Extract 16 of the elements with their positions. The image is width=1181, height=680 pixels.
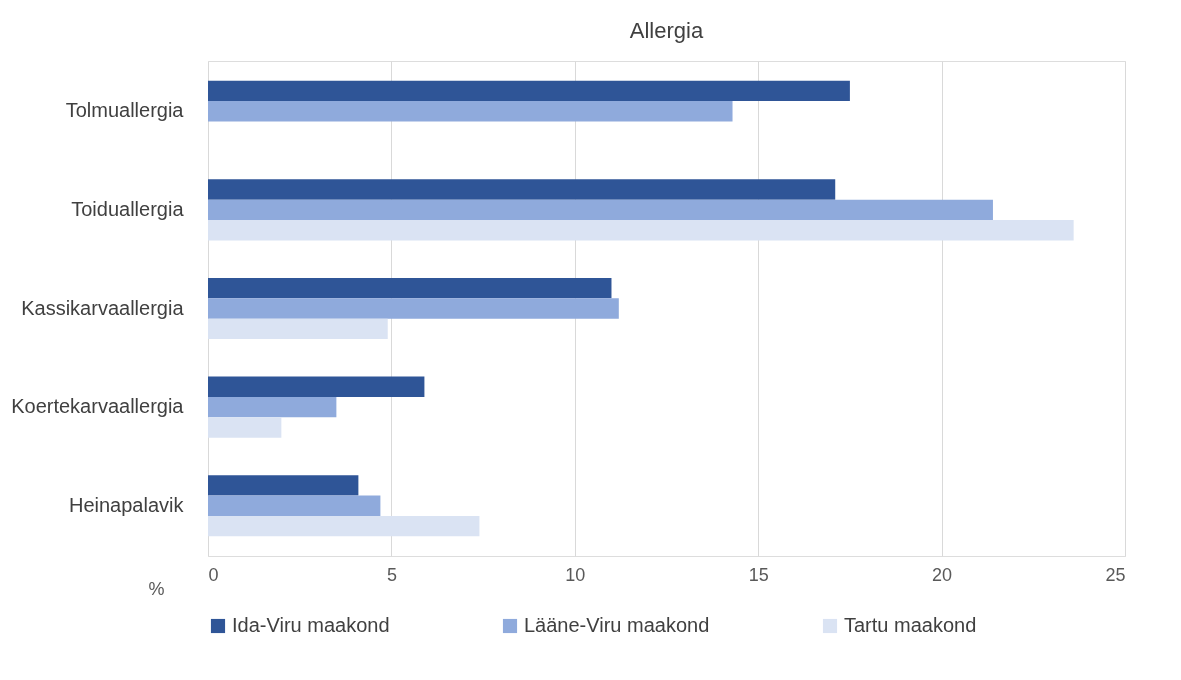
legend-label: Ida-Viru maakond [232, 614, 390, 636]
x-tick-label: 15 [748, 564, 769, 585]
chart-title: Allergia [629, 18, 704, 43]
x-tick-label: 5 [386, 564, 397, 585]
x-tick-label: 10 [565, 564, 586, 585]
x-tick-label: 25 [1105, 564, 1126, 585]
x-tick-label: 0 [208, 564, 219, 585]
x-tick-label: 20 [932, 564, 953, 585]
y-tick-label: Heinapalavik [68, 493, 185, 516]
y-tick-label: Kassikarvaallergia [21, 296, 185, 319]
y-tick-label: Toiduallergia [71, 197, 185, 220]
y-tick-label: Koertekarvaallergia [11, 395, 185, 418]
x-axis-title: % [148, 578, 165, 599]
legend-label: Lääne-Viru maakond [524, 614, 710, 636]
legend-label: Tartu maakond [844, 614, 977, 636]
y-tick-label: Tolmuallergia [65, 99, 185, 122]
